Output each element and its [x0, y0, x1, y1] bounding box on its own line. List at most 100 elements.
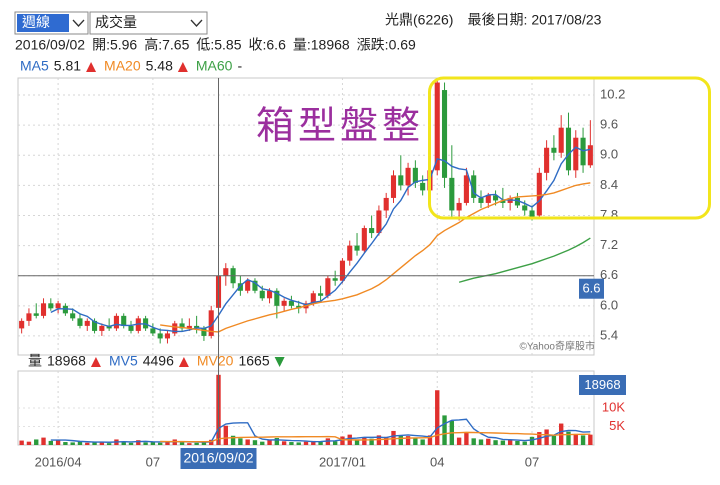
y-tick-label: 8.4	[600, 177, 618, 192]
candle-body	[485, 195, 491, 203]
trend-arrow	[178, 357, 189, 367]
volume-bar	[573, 433, 578, 445]
x-tick-label: 2016/04	[35, 454, 82, 469]
info-value: 5.85	[214, 37, 241, 53]
candle-body	[70, 313, 76, 319]
volume-bar	[41, 437, 46, 445]
volume-bar	[77, 441, 83, 445]
volume-bar	[332, 441, 338, 445]
volume-bar	[471, 438, 476, 445]
volume-bar	[19, 440, 24, 445]
info-label: 收:	[249, 37, 267, 53]
volume-bar	[143, 442, 148, 445]
volume-bar	[121, 442, 126, 445]
volume-bar	[384, 436, 389, 445]
candle-body	[113, 315, 119, 329]
legend-value: 4496	[143, 353, 174, 369]
volume-bar	[26, 441, 32, 445]
candle-body	[514, 197, 520, 206]
volume-bar	[289, 442, 294, 445]
info-value: 7.65	[162, 37, 189, 53]
volume-bar	[405, 436, 411, 445]
volume-bar	[507, 439, 513, 445]
y-tick-label: 7.2	[600, 237, 618, 252]
candle-body	[580, 137, 586, 166]
candle-body	[339, 260, 346, 281]
period-select[interactable]: 週線	[14, 11, 89, 35]
volume-bar	[398, 435, 403, 445]
y-tick-label: 6.6	[600, 267, 618, 282]
y-tick-label: 7.8	[600, 207, 618, 222]
volume-bar	[500, 440, 506, 445]
volume-bar	[267, 439, 272, 445]
volume-bar	[92, 441, 97, 445]
volume-bar	[245, 439, 250, 445]
select-box	[89, 11, 208, 35]
volume-bar	[369, 438, 374, 445]
candle-body	[318, 293, 324, 296]
price-marks	[19, 78, 593, 344]
volume-bar	[551, 435, 557, 445]
candle-body	[456, 202, 462, 211]
volume-bar	[223, 425, 228, 445]
candle-body	[420, 182, 426, 191]
volume-bar	[63, 442, 68, 445]
highlight-box	[428, 76, 711, 220]
trend-arrow	[86, 62, 97, 72]
candle-body	[157, 333, 163, 339]
candle-body	[274, 290, 280, 306]
candle-body	[128, 325, 134, 331]
candle-body	[449, 177, 455, 211]
volume-bar	[252, 440, 258, 445]
candle-body	[106, 325, 112, 329]
volume-bar	[48, 440, 53, 445]
select-arrow	[72, 19, 85, 27]
volume-bar	[515, 440, 520, 445]
candle-body	[434, 82, 440, 171]
ma-line	[458, 237, 591, 283]
legend-name: MA5	[20, 58, 49, 74]
volume-bar	[486, 438, 491, 445]
candle-body	[48, 303, 54, 309]
candle-body	[40, 303, 47, 316]
volume-bar	[70, 442, 75, 445]
candle-body	[522, 205, 528, 211]
y-tick-label: 9.0	[600, 147, 618, 162]
volume-bar	[165, 442, 170, 445]
y-tick-label: 9.6	[600, 117, 618, 132]
legend-name: 量	[28, 353, 42, 369]
candle-body	[55, 303, 61, 309]
legend-value: 1665	[238, 353, 269, 369]
volume-bar	[478, 439, 484, 445]
last-date-label: 最後日期:	[467, 12, 527, 28]
y-tick-label: 10.2	[600, 86, 625, 101]
legend-name: MV20	[197, 353, 234, 369]
legend-name: MA20	[104, 58, 141, 74]
volume-bar	[179, 442, 185, 445]
candle-body	[441, 90, 448, 178]
indicator-select[interactable]: 成交量	[89, 11, 208, 35]
volume-bar	[194, 442, 199, 445]
volume-bar	[435, 390, 440, 445]
candle-body	[84, 320, 90, 326]
volume-bar	[274, 437, 280, 445]
legend-value: 18968	[47, 353, 86, 369]
label-layer: 光鼎(6226) 最後日期: 2017/08/23 2016/09/02 開: 5.96 高…	[15, 12, 626, 469]
volume-bar	[442, 415, 447, 445]
candle-body	[19, 320, 25, 329]
x-tick-label: 07	[146, 454, 160, 469]
volume-bar	[354, 439, 360, 445]
legend-value: 5.81	[54, 58, 81, 74]
candle-body	[463, 175, 469, 203]
volume-bar	[456, 437, 462, 445]
crosshair-price-box	[579, 278, 604, 299]
candle-body	[332, 278, 338, 281]
volume-bar	[230, 435, 236, 445]
volume-marks	[19, 374, 593, 445]
candle-body	[325, 278, 331, 296]
candle-body	[223, 268, 229, 276]
crosshair-date-box	[180, 448, 257, 469]
candle-body	[369, 228, 375, 234]
